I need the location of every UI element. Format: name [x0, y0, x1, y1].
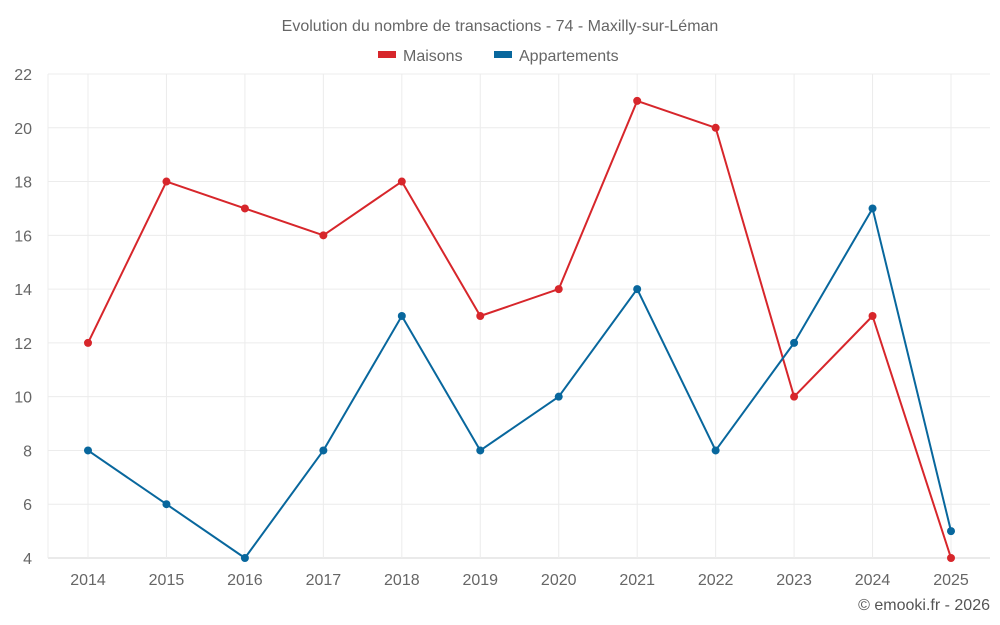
- data-point: [162, 177, 171, 186]
- series-group: [84, 96, 955, 562]
- legend-label-appartements: Appartements: [519, 48, 619, 65]
- data-point: [319, 446, 328, 455]
- x-tick-label: 2018: [384, 572, 420, 589]
- data-point: [554, 285, 563, 294]
- x-axis: 2014 2015 2016 2017 2018 2019 2020 2021 2022 2023…: [70, 572, 969, 589]
- y-tick-label: 18: [14, 175, 32, 192]
- x-tick-label: 2025: [933, 572, 969, 589]
- data-point: [397, 177, 406, 186]
- y-tick-label: 6: [23, 497, 32, 514]
- chart-title: Evolution du nombre de transactions - 74…: [282, 18, 719, 35]
- x-tick-label: 2021: [619, 572, 655, 589]
- data-point: [554, 392, 563, 401]
- data-point: [711, 123, 720, 132]
- legend-swatch-maisons: [378, 51, 396, 58]
- y-tick-label: 10: [14, 390, 32, 407]
- data-point: [319, 231, 328, 240]
- legend-label-maisons: Maisons: [403, 48, 463, 65]
- data-point: [84, 446, 92, 455]
- x-gridlines: [47, 74, 952, 558]
- data-point: [868, 312, 877, 320]
- x-tick-label: 2020: [541, 572, 577, 589]
- x-tick-label: 2022: [698, 572, 734, 589]
- y-tick-label: 20: [14, 121, 32, 138]
- x-tick-label: 2015: [149, 572, 185, 589]
- y-tick-label: 16: [14, 228, 32, 245]
- y-tick-label: 4: [23, 551, 32, 568]
- data-point: [633, 96, 642, 105]
- data-point: [476, 312, 485, 320]
- y-tick-label: 8: [23, 443, 32, 460]
- data-point: [711, 446, 720, 455]
- x-tick-label: 2017: [306, 572, 342, 589]
- data-point: [240, 554, 249, 562]
- data-point: [162, 500, 171, 509]
- y-tick-label: 12: [14, 336, 32, 353]
- y-tick-label: 22: [14, 67, 32, 84]
- legend-swatch-appartements: [494, 51, 512, 58]
- series-maisons: [84, 96, 955, 562]
- data-point: [790, 392, 799, 401]
- data-point: [84, 338, 92, 347]
- legend: Maisons Appartements: [378, 48, 619, 65]
- credit-text: © emooki.fr - 2026: [858, 597, 990, 614]
- x-tick-label: 2023: [776, 572, 812, 589]
- x-tick-label: 2014: [70, 572, 106, 589]
- series-appartements: [84, 204, 955, 562]
- data-point: [790, 338, 799, 347]
- data-point: [240, 204, 249, 213]
- data-point: [633, 285, 642, 294]
- data-point: [476, 446, 485, 455]
- data-point: [947, 527, 955, 536]
- y-axis: 4 6 8 10 12 14 16 18 20 22: [14, 67, 32, 568]
- series-line: [87, 99, 952, 559]
- series-line: [87, 207, 952, 559]
- x-tick-label: 2016: [227, 572, 263, 589]
- x-tick-label: 2024: [855, 572, 891, 589]
- data-point: [397, 312, 406, 320]
- y-gridlines: [48, 73, 990, 559]
- data-point: [947, 554, 955, 562]
- x-tick-label: 2019: [462, 572, 498, 589]
- data-point: [868, 204, 877, 213]
- y-tick-label: 14: [14, 282, 32, 299]
